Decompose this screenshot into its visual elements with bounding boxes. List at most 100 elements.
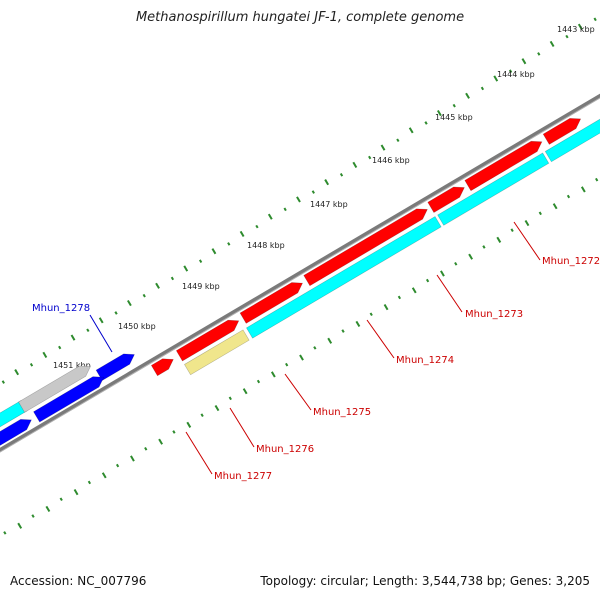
gene-mhun-1272-b[interactable] xyxy=(464,140,543,192)
inner-scale-tick xyxy=(552,203,558,210)
scale-tick xyxy=(1,380,5,384)
scale-tick-label: 1448 kbp xyxy=(247,241,285,250)
scale-tick xyxy=(339,172,344,177)
inner-scale-tick xyxy=(200,413,204,417)
inner-scale-tick xyxy=(31,514,35,518)
scale-tick xyxy=(114,311,118,315)
inner-scale-tick xyxy=(144,446,148,451)
scale-tick-label: 1444 kbp xyxy=(497,70,535,79)
scale-tick xyxy=(593,17,597,22)
inner-scale-tick xyxy=(496,236,502,243)
inner-scale-tick xyxy=(482,245,486,249)
scale-tick xyxy=(183,265,189,272)
inner-scale-tick xyxy=(411,287,417,294)
inner-scale-tick xyxy=(158,438,164,445)
scale-tick xyxy=(296,196,301,203)
scale-tick xyxy=(211,248,217,255)
scale-tick xyxy=(396,138,400,143)
scale-tick xyxy=(142,293,146,298)
scale-tick xyxy=(480,86,485,91)
scale-tick xyxy=(465,92,470,99)
scale-tick xyxy=(408,127,414,134)
scale-tick xyxy=(255,224,259,229)
inner-scale-tick xyxy=(510,228,514,232)
scale-tick xyxy=(537,52,541,56)
gene-red-upper[interactable] xyxy=(542,118,582,145)
inner-scale-tick xyxy=(214,404,220,412)
inner-scale-tick xyxy=(397,295,402,300)
inner-scale-tick xyxy=(59,497,63,502)
gene-cyan-1272[interactable] xyxy=(544,117,600,163)
inner-scale-tick xyxy=(285,362,289,367)
scale-tick xyxy=(227,242,231,246)
scale-tick xyxy=(508,69,513,73)
gene-label-leader xyxy=(89,314,113,353)
gene-label[interactable]: Mhun_1273 xyxy=(465,309,523,320)
scale-tick xyxy=(155,282,160,289)
accession-text: Accession: NC_007796 xyxy=(10,574,147,588)
inner-scale-tick xyxy=(580,186,586,193)
inner-scale-tick xyxy=(73,489,79,496)
inner-scale-tick xyxy=(313,346,317,350)
scale-tick-label: 1449 kbp xyxy=(182,282,220,291)
inner-scale-tick xyxy=(566,194,571,199)
gene-label[interactable]: Mhun_1275 xyxy=(313,407,371,418)
gene-mhun-1277[interactable] xyxy=(150,358,174,377)
gene-gray[interactable] xyxy=(18,365,91,413)
scale-tick xyxy=(58,345,62,350)
scale-tick xyxy=(424,121,428,125)
gene-label[interactable]: Mhun_1278 xyxy=(32,303,90,314)
scale-tick xyxy=(324,179,330,186)
gene-label[interactable]: Mhun_1272 xyxy=(542,256,600,267)
gene-mhun-1272-a[interactable] xyxy=(427,186,465,213)
inner-scale-tick xyxy=(186,421,192,428)
inner-scale-tick xyxy=(101,472,107,479)
gene-label[interactable]: Mhun_1274 xyxy=(396,355,454,366)
inner-scale-tick xyxy=(270,371,276,378)
scale-tick-label: 1451 kbp xyxy=(53,361,91,370)
gene-label-leader xyxy=(513,221,541,261)
scale-tick-label: 1443 kbp xyxy=(557,25,595,34)
gene-label-leader xyxy=(284,373,312,411)
inner-scale-tick xyxy=(355,320,361,328)
gene-label[interactable]: Mhun_1276 xyxy=(256,444,314,455)
scale-tick xyxy=(42,351,48,358)
inner-scale-tick xyxy=(538,211,542,216)
gene-cyan-1275[interactable] xyxy=(246,216,442,339)
gene-label-leader xyxy=(185,431,213,475)
gene-blue-mid[interactable] xyxy=(33,376,105,423)
inner-scale-tick xyxy=(454,261,458,266)
gene-blue-left[interactable] xyxy=(0,419,32,462)
inner-scale-tick xyxy=(299,354,304,361)
gene-mhun-1274[interactable] xyxy=(239,282,303,324)
scale-tick xyxy=(436,109,442,117)
inner-scale-tick xyxy=(341,329,345,333)
inner-scale-tick xyxy=(524,219,530,227)
gene-label-leader xyxy=(229,407,255,448)
scale-tick xyxy=(170,276,175,281)
inner-scale-tick xyxy=(45,505,51,513)
scale-tick xyxy=(14,369,20,376)
scale-tick-label: 1445 kbp xyxy=(435,113,473,122)
gene-mhun-1276[interactable] xyxy=(184,329,250,376)
gene-label-leader xyxy=(436,274,463,313)
inner-scale-tick xyxy=(327,337,333,344)
inner-scale-tick xyxy=(3,531,7,535)
inner-scale-tick xyxy=(130,455,135,462)
gene-label[interactable]: Mhun_1277 xyxy=(214,471,272,482)
scale-tick xyxy=(29,362,34,367)
scale-tick xyxy=(452,103,456,108)
inner-scale-tick xyxy=(595,177,599,182)
inner-scale-tick xyxy=(468,253,474,260)
map-title: Methanospirillum hungatei JF-1, complete… xyxy=(135,10,465,25)
scale-tick xyxy=(368,155,372,160)
genome-backbone-line xyxy=(0,93,600,453)
gene-cyan-1273[interactable] xyxy=(437,152,550,226)
inner-scale-tick xyxy=(242,388,248,395)
scale-tick xyxy=(565,34,569,39)
gene-mhun-1273[interactable] xyxy=(303,208,428,287)
gene-cyan-left[interactable] xyxy=(0,400,28,448)
gene-mhun-1275[interactable] xyxy=(175,319,240,362)
inner-scale-tick xyxy=(172,430,176,434)
